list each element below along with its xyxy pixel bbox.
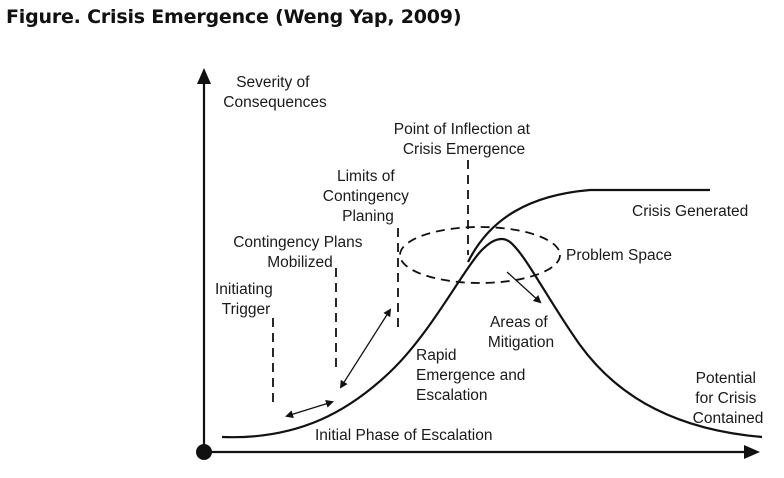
figure-title: Figure. Crisis Emergence (Weng Yap, 2009… (6, 6, 462, 28)
limits-contingency-label: Limits of Contingency Planing (323, 168, 413, 225)
initiating-trigger-label: Initiating Trigger (215, 281, 277, 318)
escalation-curve (221, 238, 763, 439)
crisis-generated-label: Crisis Generated (632, 203, 748, 220)
potential-crisis-label: Potential for Crisis Contained (693, 370, 764, 427)
initial-phase-arrow (285, 399, 334, 419)
x-axis-arrow-icon (744, 445, 760, 459)
point-of-inflection-label: Point of Inflection at Crisis Emergence (394, 121, 534, 158)
problem-space-label: Problem Space (566, 247, 672, 264)
areas-mitigation-label: Areas of Mitigation (488, 314, 554, 351)
initial-phase-label: Initial Phase of Escalation (315, 427, 493, 444)
rapid-emergence-label: Rapid Emergence and Escalation (416, 347, 530, 404)
origin-dot (196, 444, 212, 460)
problem-space-ellipse (399, 226, 561, 284)
contingency-range-arrow (339, 308, 392, 389)
mitigation-arrow (506, 271, 542, 304)
y-axis-label: Severity of Consequences (223, 74, 327, 111)
contingency-plans-label: Contingency Plans Mobilized (233, 234, 367, 271)
y-axis-arrow-icon (197, 68, 211, 84)
crisis-generated-curve (467, 188, 710, 263)
